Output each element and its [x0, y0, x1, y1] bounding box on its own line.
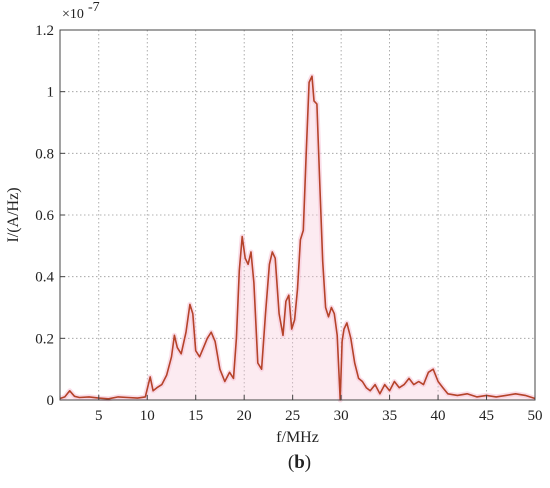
x-tick-label: 30 [334, 408, 349, 424]
x-axis-label: f/MHz [276, 429, 319, 446]
y-tick-label: 0 [47, 393, 55, 409]
x-tick-label: 15 [188, 408, 203, 424]
y-axis-label: I/(A/Hz) [5, 187, 22, 242]
x-tick-label: 5 [95, 408, 103, 424]
y-tick-label: 0.2 [35, 331, 54, 347]
x-tick-label: 50 [528, 408, 543, 424]
x-tick-label: 10 [140, 408, 155, 424]
caption-open-paren: ( [288, 452, 294, 473]
y-tick-label: 1.2 [35, 23, 54, 39]
y-exponent-power: -7 [88, 0, 100, 15]
x-tick-label: 25 [285, 408, 300, 424]
series-fill [60, 76, 535, 400]
series-line [59, 75, 536, 401]
figure-caption: (b) [288, 452, 311, 473]
y-tick-label: 0.6 [35, 208, 54, 224]
caption-letter: b [294, 452, 305, 473]
y-tick-label: 0.8 [35, 146, 54, 162]
x-tick-label: 45 [479, 408, 494, 424]
y-tick-label: 0.4 [35, 270, 54, 286]
y-tick-label: 1 [47, 85, 55, 101]
x-tick-label: 20 [237, 408, 252, 424]
x-tick-label: 35 [382, 408, 397, 424]
axis-ticks: 5 10 15 20 25 30 35 40 45 50 0 0.2 0.4 0.6 0.8 1 1.2 [35, 23, 542, 424]
caption-close-paren: ) [305, 452, 311, 473]
y-exponent-base: ×10 [62, 7, 84, 22]
x-tick-label: 40 [431, 408, 446, 424]
plot-area [59, 73, 536, 403]
